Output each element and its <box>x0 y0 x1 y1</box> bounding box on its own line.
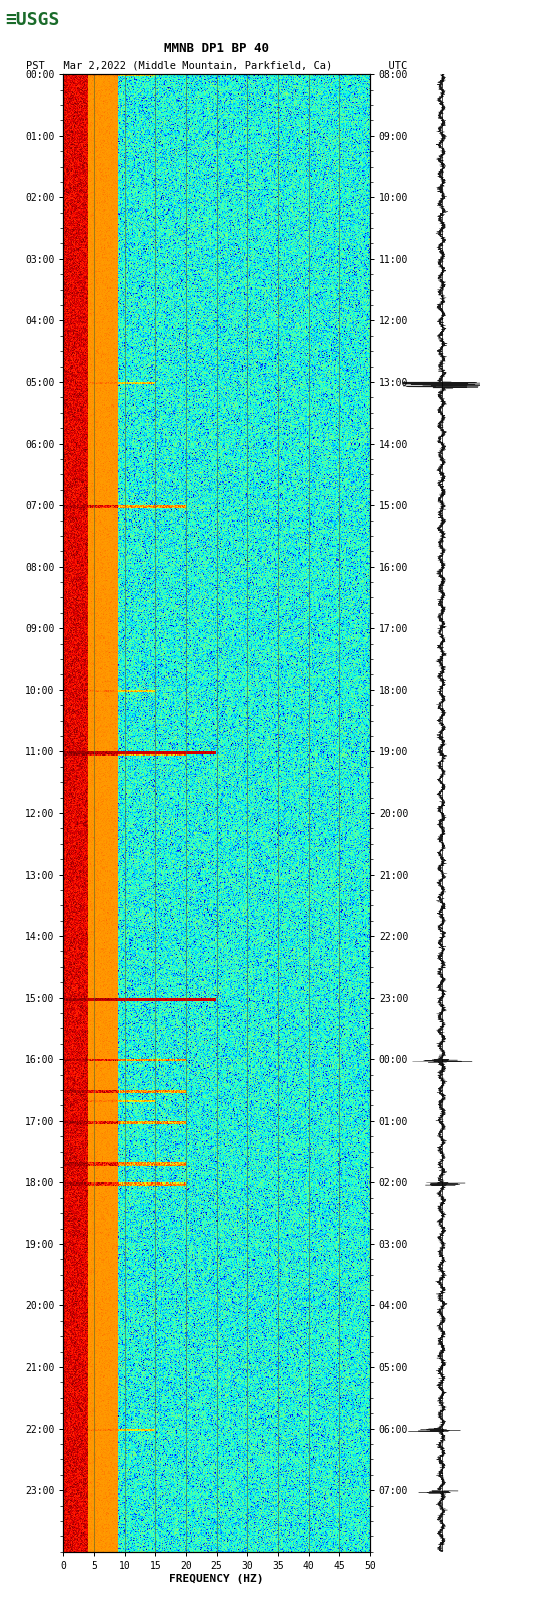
X-axis label: FREQUENCY (HZ): FREQUENCY (HZ) <box>169 1574 264 1584</box>
Text: MMNB DP1 BP 40: MMNB DP1 BP 40 <box>164 42 269 55</box>
Text: ≡USGS: ≡USGS <box>6 11 60 29</box>
Text: PST   Mar 2,2022 (Middle Mountain, Parkfield, Ca)         UTC: PST Mar 2,2022 (Middle Mountain, Parkfie… <box>26 61 407 71</box>
